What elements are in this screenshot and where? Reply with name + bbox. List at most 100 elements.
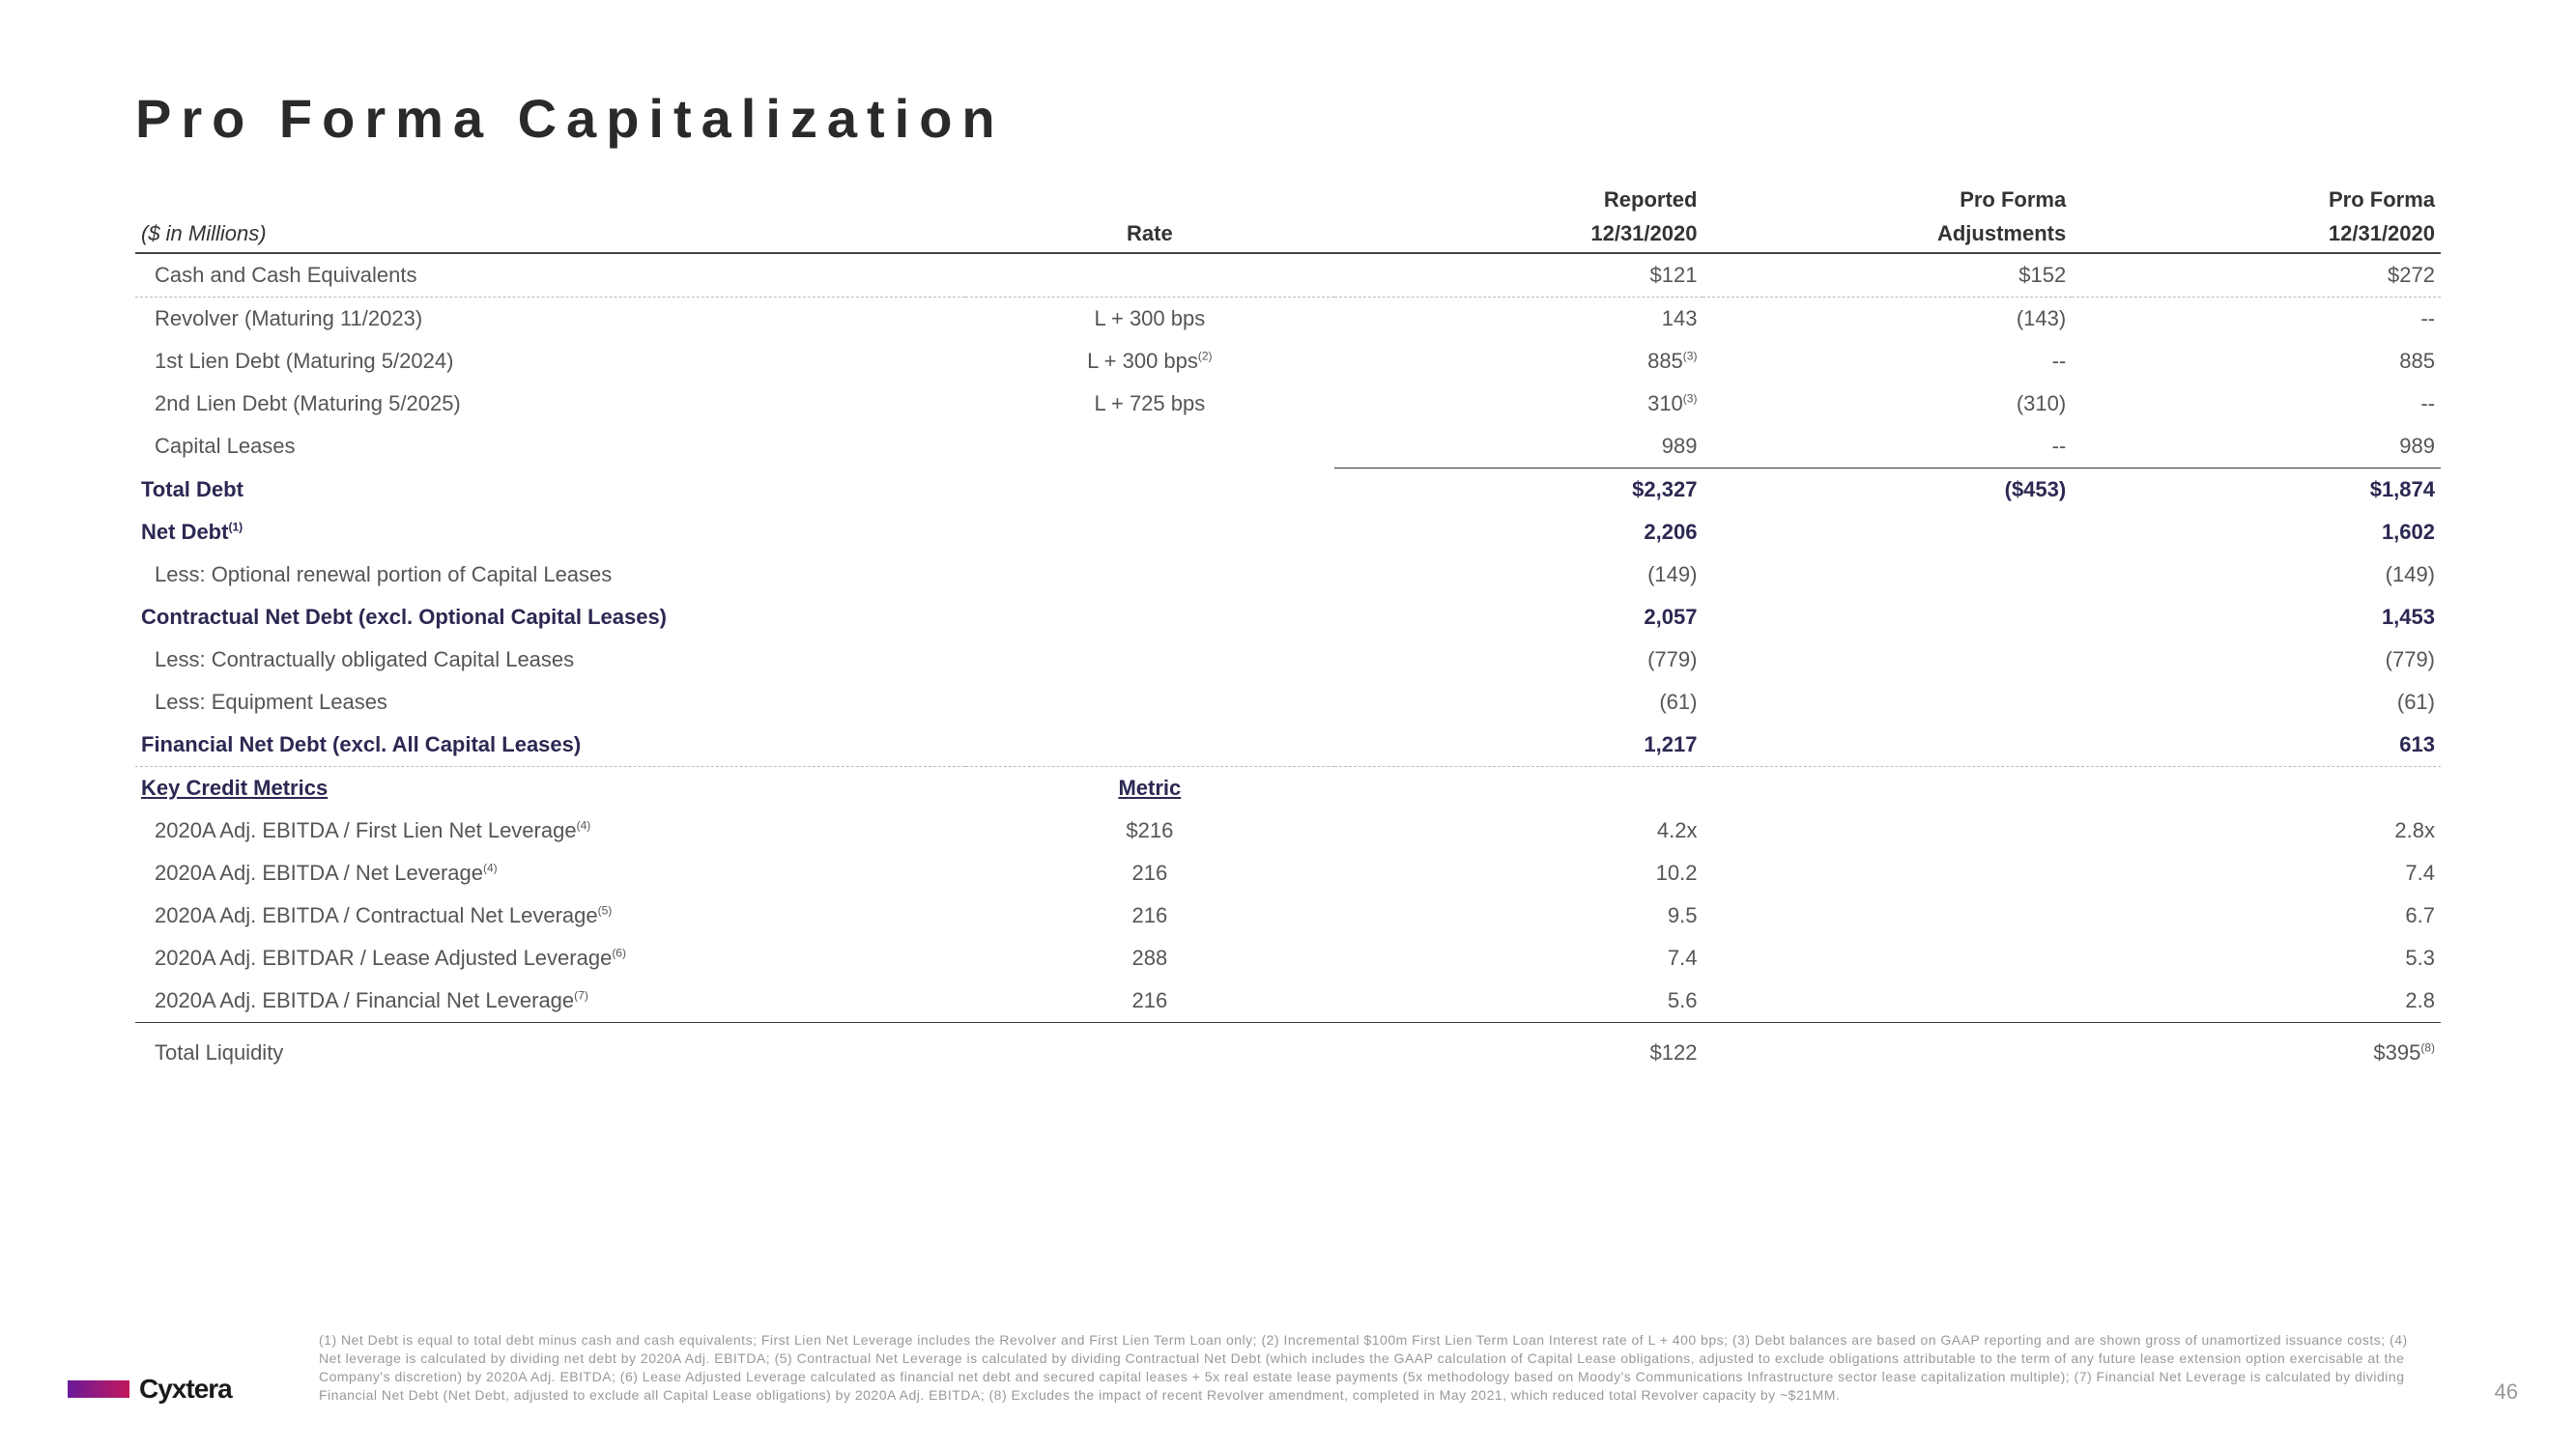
table-row: Cash and Cash Equivalents $121 $152 $272 [135,253,2441,298]
table-row: 2020A Adj. EBITDA / Contractual Net Leve… [135,895,2441,937]
cell-label: Total Debt [135,469,965,512]
cell-reported: 310(3) [1334,383,1703,425]
cell-label: Less: Contractually obligated Capital Le… [135,639,965,681]
cell-proforma: 1,602 [2072,511,2441,554]
hdr-rate: Rate [965,213,1334,253]
cell-rate: L + 300 bps [965,298,1334,341]
cell-proforma: 989 [2072,425,2441,469]
cell-proforma: 5.3 [2072,937,2441,980]
cell-proforma: 613 [2072,724,2441,767]
cell-label: Cash and Cash Equivalents [135,253,965,298]
cell-label: Less: Equipment Leases [135,681,965,724]
hdr-metric: Metric [965,767,1334,810]
hdr-adjustments-top: Pro Forma [1703,179,2072,213]
cell-label: Total Liquidity [135,1023,965,1075]
cell-rate [965,253,1334,298]
table-row: Total Liquidity $122 $395(8) [135,1023,2441,1075]
cell-proforma: $395(8) [2072,1023,2441,1075]
table-row: Capital Leases 989 -- 989 [135,425,2441,469]
table-row: Revolver (Maturing 11/2023) L + 300 bps … [135,298,2441,341]
table-row: Total Debt $2,327 ($453) $1,874 [135,469,2441,512]
hdr-reported-date: 12/31/2020 [1334,213,1703,253]
cell-label: Capital Leases [135,425,965,469]
capitalization-table: Reported Pro Forma Pro Forma ($ in Milli… [135,179,2441,1074]
page-title: Pro Forma Capitalization [135,87,2441,150]
cell-proforma: -- [2072,298,2441,341]
cell-adjustments: (310) [1703,383,2072,425]
cell-label: Financial Net Debt (excl. All Capital Le… [135,724,965,767]
table-row: Net Debt(1) 2,206 1,602 [135,511,2441,554]
cell-proforma: (149) [2072,554,2441,596]
cell-adjustments: -- [1703,340,2072,383]
cell-reported: (779) [1334,639,1703,681]
cell-proforma: $1,874 [2072,469,2441,512]
cell-label: 2020A Adj. EBITDA / First Lien Net Lever… [135,810,965,852]
logo-text: Cyxtera [139,1374,232,1405]
cell-label: Revolver (Maturing 11/2023) [135,298,965,341]
cell-reported: $121 [1334,253,1703,298]
cell-label: 2020A Adj. EBITDAR / Lease Adjusted Leve… [135,937,965,980]
cell-reported: (149) [1334,554,1703,596]
cell-proforma: 6.7 [2072,895,2441,937]
cell-proforma: 2.8 [2072,980,2441,1023]
cell-metric: 216 [965,980,1334,1023]
cell-label: 1st Lien Debt (Maturing 5/2024) [135,340,965,383]
cell-reported: 885(3) [1334,340,1703,383]
cell-metric: $216 [965,810,1334,852]
cell-proforma: (779) [2072,639,2441,681]
cell-adjustments: -- [1703,425,2072,469]
cell-proforma: 2.8x [2072,810,2441,852]
cell-reported: 2,206 [1334,511,1703,554]
table-row: Key Credit Metrics Metric [135,767,2441,810]
cell-proforma: -- [2072,383,2441,425]
hdr-reported-top: Reported [1334,179,1703,213]
cell-reported: 2,057 [1334,596,1703,639]
table-row: Financial Net Debt (excl. All Capital Le… [135,724,2441,767]
table-row: 2020A Adj. EBITDA / Net Leverage(4) 216 … [135,852,2441,895]
cell-reported: 4.2x [1334,810,1703,852]
table-row: Contractual Net Debt (excl. Optional Cap… [135,596,2441,639]
hdr-units: ($ in Millions) [135,213,965,253]
cell-reported: 989 [1334,425,1703,469]
hdr-proforma-date: 12/31/2020 [2072,213,2441,253]
cell-adjustments: (143) [1703,298,2072,341]
cell-label: 2020A Adj. EBITDA / Contractual Net Leve… [135,895,965,937]
cell-proforma: 7.4 [2072,852,2441,895]
hdr-adjustments: Adjustments [1703,213,2072,253]
cell-label: Less: Optional renewal portion of Capita… [135,554,965,596]
cell-proforma: 1,453 [2072,596,2441,639]
cell-reported: (61) [1334,681,1703,724]
cell-reported: 5.6 [1334,980,1703,1023]
cell-label: 2020A Adj. EBITDA / Financial Net Levera… [135,980,965,1023]
table-row: 2020A Adj. EBITDA / Financial Net Levera… [135,980,2441,1023]
table-row: Less: Contractually obligated Capital Le… [135,639,2441,681]
cell-reported: $122 [1334,1023,1703,1075]
cell-metric: 216 [965,852,1334,895]
table-row: 2nd Lien Debt (Maturing 5/2025) L + 725 … [135,383,2441,425]
table-row: 2020A Adj. EBITDA / First Lien Net Lever… [135,810,2441,852]
hdr-key-credit: Key Credit Metrics [135,767,965,810]
cell-label: Net Debt(1) [135,511,965,554]
cell-adjustments: ($453) [1703,469,2072,512]
cell-label: 2nd Lien Debt (Maturing 5/2025) [135,383,965,425]
cell-proforma: (61) [2072,681,2441,724]
cell-reported: $2,327 [1334,469,1703,512]
cell-adjustments: $152 [1703,253,2072,298]
table-row: Less: Optional renewal portion of Capita… [135,554,2441,596]
cell-reported: 10.2 [1334,852,1703,895]
cell-reported: 9.5 [1334,895,1703,937]
cell-label: Contractual Net Debt (excl. Optional Cap… [135,596,965,639]
table-row: 2020A Adj. EBITDAR / Lease Adjusted Leve… [135,937,2441,980]
logo: Cyxtera [68,1374,232,1405]
cell-rate [965,425,1334,469]
page-number: 46 [2495,1379,2518,1405]
cell-rate: L + 725 bps [965,383,1334,425]
cell-rate: L + 300 bps(2) [965,340,1334,383]
cell-reported: 1,217 [1334,724,1703,767]
cell-reported: 7.4 [1334,937,1703,980]
cell-label: 2020A Adj. EBITDA / Net Leverage(4) [135,852,965,895]
cell-metric: 216 [965,895,1334,937]
logo-bar-icon [68,1380,129,1398]
table-row: 1st Lien Debt (Maturing 5/2024) L + 300 … [135,340,2441,383]
table-row: Less: Equipment Leases (61) (61) [135,681,2441,724]
